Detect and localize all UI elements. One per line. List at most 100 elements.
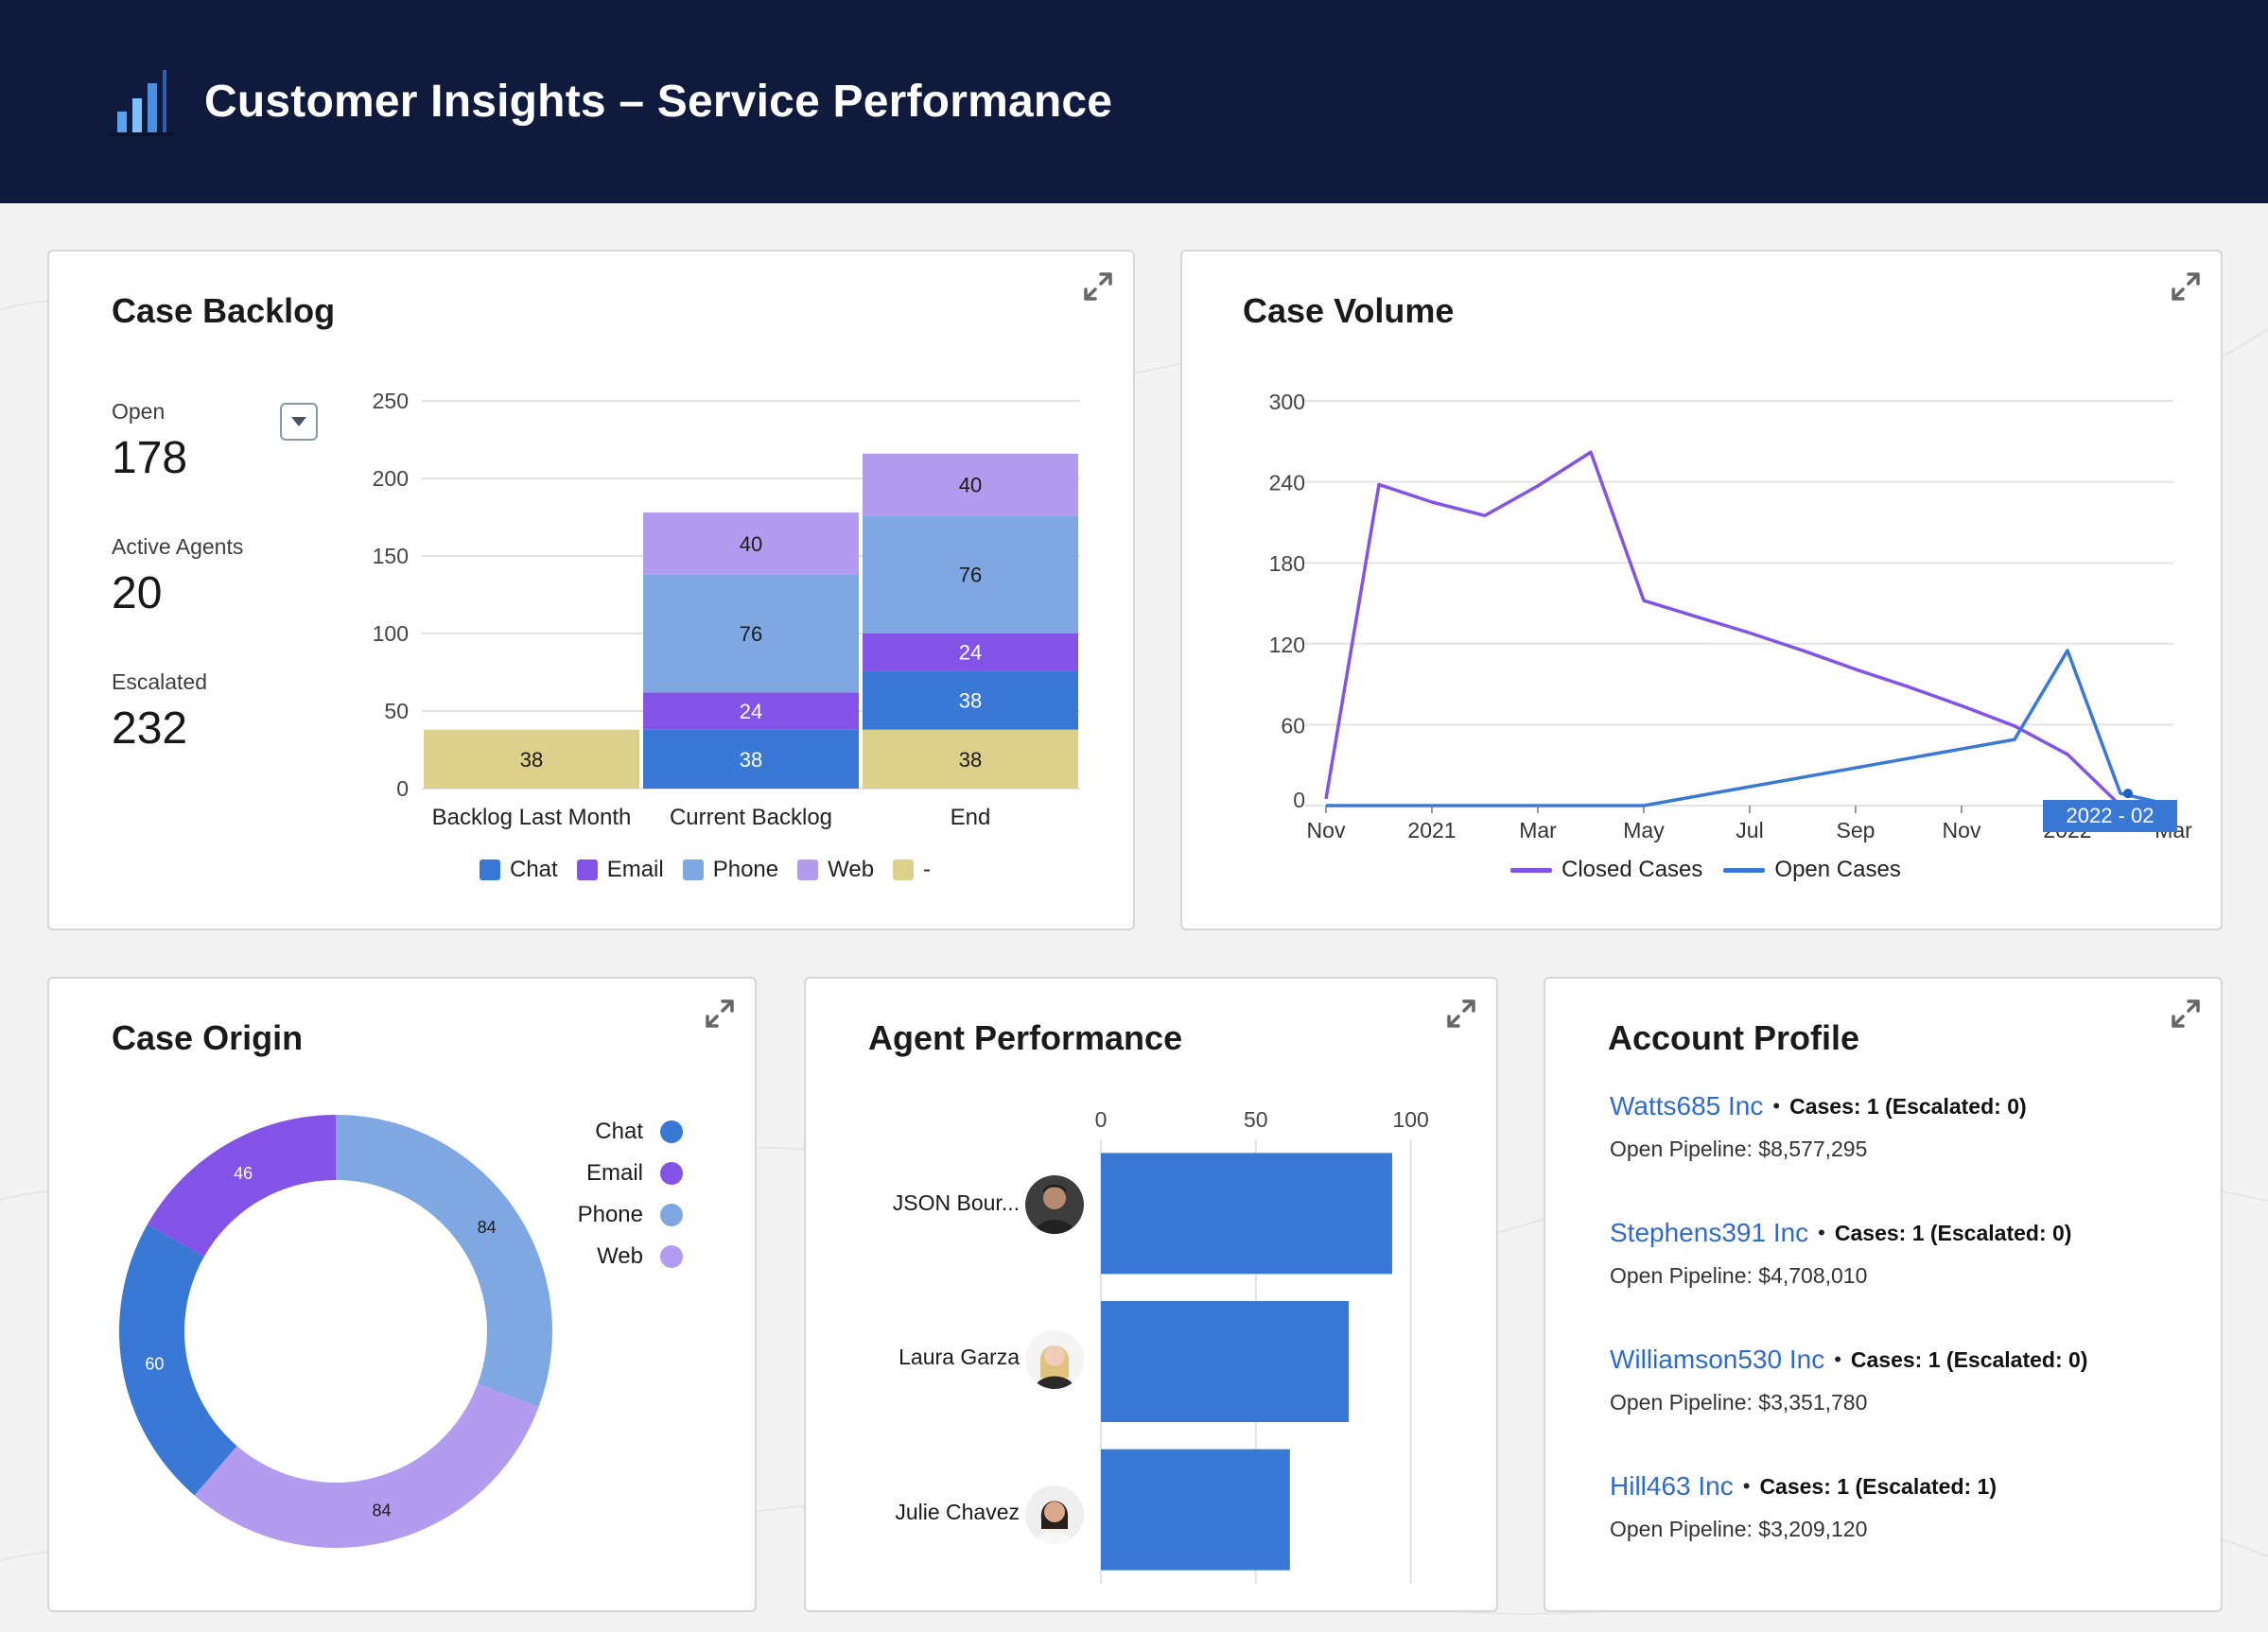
data-label: 60 (145, 1354, 164, 1373)
data-label: 38 (959, 748, 982, 772)
account-link[interactable]: Stephens391 Inc (1610, 1218, 1809, 1247)
legend-label: Open Cases (1774, 857, 1901, 882)
expand-icon[interactable] (2166, 267, 2206, 306)
bullet-separator: • (1818, 1221, 1825, 1244)
donut-slice (194, 1383, 539, 1548)
bar-segment (863, 729, 1078, 789)
y-tick-label: 0 (396, 776, 409, 801)
data-label: 38 (959, 689, 982, 713)
expand-icon[interactable] (2166, 994, 2206, 1033)
account-item: Stephens391 Inc • Cases: 1 (Escalated: 0) … (1610, 1218, 2071, 1289)
bar-segment (424, 729, 639, 789)
y-tick-label: 150 (373, 544, 409, 568)
legend-item-phone[interactable]: Phone (578, 1194, 683, 1236)
account-pipeline: Open Pipeline: $3,209,120 (1610, 1517, 1868, 1541)
expand-icon[interactable] (700, 994, 740, 1033)
bullet-separator: • (1742, 1474, 1751, 1498)
legend-label: Email (585, 1160, 643, 1186)
x-tick-label: 50 (1244, 1107, 1268, 1132)
legend-label: Chat (510, 857, 558, 882)
legend-item-web[interactable]: Web (797, 857, 874, 883)
chevron-down-icon (291, 417, 306, 426)
bar-segment (643, 512, 859, 575)
x-tick-label: Nov (1307, 818, 1346, 842)
data-label: 46 (234, 1164, 253, 1183)
kpi-active-agents-label: Active Agents (112, 534, 244, 559)
agent-name[interactable]: Laura Garza (898, 1345, 1020, 1369)
legend-label: Phone (577, 1202, 643, 1227)
legend-item-other[interactable]: - (893, 857, 931, 883)
tooltip-box (2043, 800, 2177, 832)
expand-icon[interactable] (1078, 267, 1118, 306)
x-tick-label: 0 (1095, 1107, 1108, 1132)
case-origin-card: Case Origin 84 84 60 46 Chat Email Phone We… (47, 977, 757, 1612)
account-cases: Cases: 1 (Escalated: 0) (1850, 1346, 2088, 1372)
account-link[interactable]: Williamson530 Inc (1610, 1345, 1825, 1374)
y-tick-label: 250 (373, 389, 409, 413)
account-cases: Cases: 1 (Escalated: 0) (1834, 1220, 2072, 1245)
kpi-escalated: Escalated 232 (112, 669, 207, 755)
donut-slice (118, 1224, 237, 1496)
data-label: 84 (373, 1501, 392, 1519)
avatar-woman-blonde-icon (1025, 1330, 1084, 1389)
legend-dot (660, 1245, 683, 1268)
y-tick-label: 100 (373, 621, 409, 646)
legend-dot (660, 1162, 683, 1185)
donut-slice (336, 1115, 553, 1407)
case-volume-legend: Closed Cases Open Cases (1510, 857, 1901, 883)
agent-name[interactable]: Julie Chavez (895, 1500, 1020, 1524)
x-tick-label: Backlog Last Month (432, 805, 632, 830)
bullet-separator: • (1834, 1347, 1841, 1371)
bar-segment (863, 670, 1078, 730)
data-label: 76 (959, 564, 982, 587)
account-item: Williamson530 Inc • Cases: 1 (Escalated: 0… (1610, 1345, 2087, 1415)
kpi-open-label: Open (112, 399, 166, 424)
legend-item-email[interactable]: Email (576, 857, 664, 883)
x-tick-label: 2021 (1407, 818, 1456, 842)
legend-item-phone[interactable]: Phone (682, 857, 778, 883)
expand-icon[interactable] (1441, 994, 1481, 1033)
legend-swatch (1723, 867, 1766, 873)
account-link[interactable]: Hill463 Inc (1610, 1471, 1734, 1501)
avatar-man-icon (1025, 1175, 1084, 1234)
account-profile-card: Account Profile Watts685 Inc • Cases: 1 (E… (1544, 977, 2223, 1612)
legend-label: Closed Cases (1561, 857, 1703, 882)
agent-performance-card: Agent Performance 0 50 100 JSON Bour... La… (804, 977, 1498, 1612)
legend-item-closed-cases[interactable]: Closed Cases (1510, 857, 1702, 883)
y-tick-label: 60 (1281, 713, 1305, 738)
x-tick-label: Nov (1943, 818, 1981, 842)
legend-swatch (797, 859, 819, 880)
case-backlog-title: Case Backlog (112, 291, 336, 330)
case-backlog-chart: 0 50 100 150 200 250 38 Backlog Last Month 38 24 7… (373, 389, 1080, 830)
legend-item-chat[interactable]: Chat (480, 857, 558, 883)
bar-segment (643, 692, 859, 730)
bar-segment (863, 515, 1078, 634)
legend-dot (660, 1204, 683, 1226)
account-link[interactable]: Watts685 Inc (1610, 1091, 1764, 1120)
account-cases: Cases: 1 (Escalated: 0) (1789, 1093, 2027, 1119)
x-tick-label: Current Backlog (670, 805, 832, 830)
legend-label: - (923, 857, 932, 882)
data-label: 84 (478, 1218, 497, 1237)
agent-performance-chart: 0 50 100 (1095, 1107, 1429, 1584)
y-tick-label: 240 (1269, 471, 1305, 495)
y-tick-label: 50 (384, 699, 409, 723)
account-item: Hill463 Inc • Cases: 1 (Escalated: 1) Open… (1610, 1471, 1997, 1542)
legend-item-email[interactable]: Email (578, 1153, 683, 1194)
x-tick-label: 100 (1392, 1107, 1428, 1132)
data-label: 38 (740, 748, 762, 772)
bar-segment (643, 729, 859, 789)
open-dropdown-button[interactable] (280, 403, 318, 441)
legend-label: Email (606, 857, 664, 882)
bar-segment (863, 634, 1078, 671)
data-label: 76 (740, 622, 762, 646)
legend-item-chat[interactable]: Chat (578, 1111, 683, 1153)
legend-swatch (1510, 867, 1552, 873)
case-origin-title: Case Origin (112, 1018, 304, 1057)
bar-segment (643, 574, 859, 693)
x-tick-label: End (951, 805, 991, 830)
case-volume-title: Case Volume (1243, 291, 1455, 330)
legend-item-web[interactable]: Web (578, 1236, 683, 1277)
legend-item-open-cases[interactable]: Open Cases (1723, 857, 1901, 883)
agent-name[interactable]: JSON Bour... (892, 1190, 1020, 1215)
